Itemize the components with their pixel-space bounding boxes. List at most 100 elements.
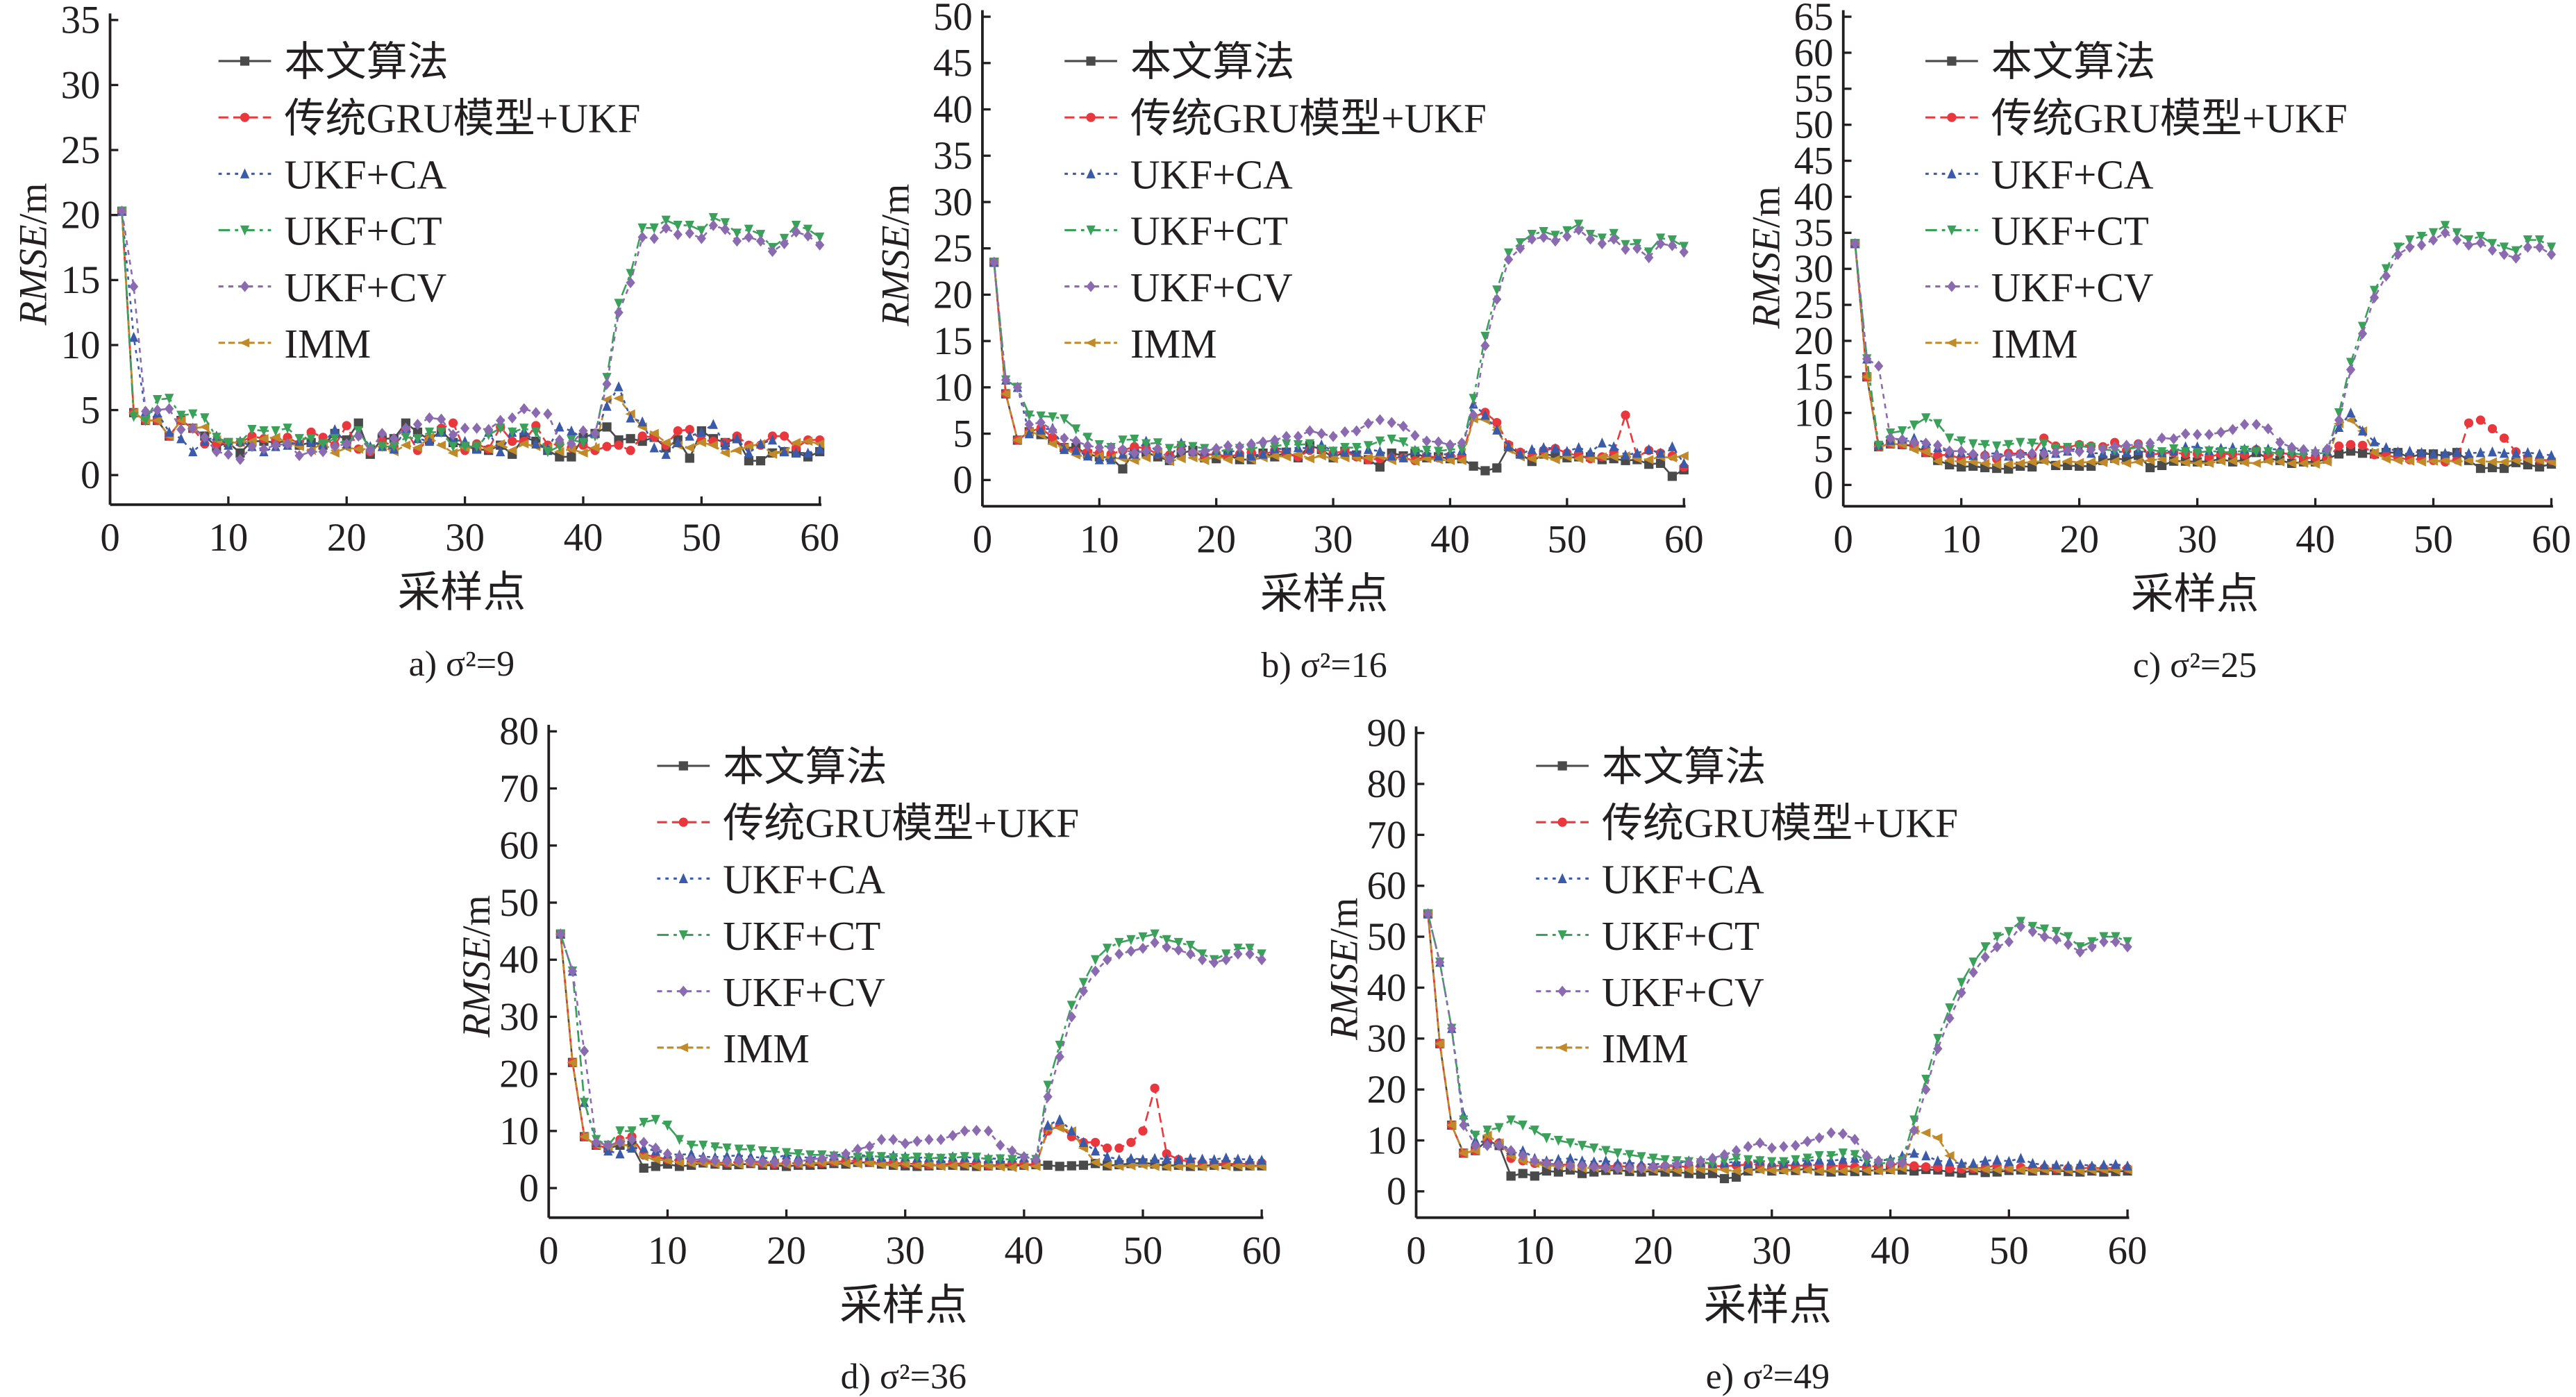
data-point-triangle-down-marker [732,228,742,239]
data-point-triangle-down-marker [995,1154,1005,1164]
data-point-diamond-marker [1258,436,1268,448]
data-point-triangle-down-marker [424,427,435,438]
data-point-triangle-down-marker [734,1144,744,1155]
data-point-diamond-marker [2452,234,2462,246]
data-point-diamond-marker [1527,233,1537,245]
legend-label: 传统GRU模型+UKF [1991,95,2348,141]
legend-diamond-marker [1557,985,1567,997]
data-point-triangle-up-marker [1632,447,1642,458]
data-point-diamond-marker [117,206,127,217]
data-point-diamond-marker [1459,1119,1469,1131]
data-point-diamond-marker [1363,417,1373,429]
data-point-triangle-left-marker [1695,1164,1705,1174]
data-point-triangle-left-marker [971,1162,982,1171]
series-本文算法 [1423,909,2132,1184]
data-point-triangle-up-marker [2511,447,2521,458]
legend-label: UKF+CT [1602,913,1759,959]
data-point-diamond-marker [1340,426,1350,437]
data-point-diamond-marker [2393,249,2403,260]
data-point-triangle-up-marker [1245,1154,1255,1164]
data-point-triangle-left-marker [1814,1166,1824,1176]
data-point-diamond-marker [2251,419,2261,430]
y-tick-label: 20 [61,194,101,237]
data-point-triangle-down-marker [602,373,612,383]
legend-label: 本文算法 [284,39,449,85]
y-tick-label: 60 [1367,864,1407,908]
data-point-diamond-marker [1422,435,1432,447]
data-point-diamond-marker [1060,433,1069,444]
data-point-diamond-marker [1398,420,1408,432]
data-point-triangle-up-marker [1504,441,1514,451]
series-本文算法 [117,206,825,466]
data-point-triangle-left-marker [899,1159,910,1169]
data-point-diamond-marker [2204,428,2214,440]
data-point-diamond-marker [424,412,435,424]
y-tick-label: 10 [1794,392,1834,435]
data-point-triangle-up-marker [626,412,635,423]
data-point-triangle-down-marker [1791,1155,1800,1166]
data-point-triangle-down-marker [2546,242,2557,253]
data-point-diamond-marker [330,440,340,453]
data-point-diamond-marker [342,438,351,450]
data-point-diamond-marker [710,1155,720,1166]
data-point-triangle-down-marker [2263,447,2273,458]
data-point-diamond-marker [1719,1148,1730,1161]
data-point-square-marker [2157,460,2167,471]
data-point-triangle-down-marker [1898,426,1907,437]
data-point-triangle-down-marker [436,427,446,438]
data-point-triangle-up-marker [673,437,683,448]
data-point-triangle-left-marker [1944,1151,1955,1161]
legend-label: 本文算法 [723,744,887,789]
data-point-triangle-up-marker [1210,1154,1219,1164]
data-point-triangle-left-marker [2203,458,2214,468]
x-tick-label: 0 [973,517,992,561]
y-tick-label: 10 [61,324,101,367]
data-point-triangle-up-marker [779,446,789,457]
data-point-triangle-left-marker [353,444,363,454]
data-point-triangle-left-marker [2180,458,2191,467]
data-point-triangle-down-marker [2157,447,2167,458]
series-传统GRU模型+UKF [1850,239,2557,467]
data-point-triangle-left-marker [2168,455,2179,465]
data-point-triangle-left-marker [1220,1162,1231,1171]
data-point-diamond-marker [853,1144,862,1155]
y-tick-label: 25 [61,128,101,172]
series-IMM [1422,909,2132,1176]
data-point-triangle-down-marker [1270,442,1280,453]
series-UKF+CA [117,206,825,459]
data-point-diamond-marker [1106,442,1116,453]
data-point-circle-marker [448,418,458,428]
data-point-triangle-down-marker [722,1143,732,1154]
data-point-diamond-marker [2381,270,2391,282]
data-point-triangle-down-marker [1036,411,1046,422]
x-tick-label: 10 [1941,517,1981,561]
data-point-triangle-down-marker [1305,439,1315,450]
data-point-triangle-left-marker [674,1157,685,1167]
data-point-diamond-marker [1589,1161,1599,1173]
data-point-triangle-down-marker [1565,1138,1575,1148]
data-point-diamond-marker [767,246,778,258]
data-point-diamond-marker [1707,1153,1718,1164]
y-tick-label: 60 [499,824,539,868]
y-tick-label: 25 [1794,283,1834,327]
data-point-triangle-left-marker [2463,455,2474,465]
data-point-diamond-marker [696,233,706,244]
series-UKF+CV [1423,908,2132,1174]
data-point-triangle-down-marker [1838,1148,1848,1159]
legend-label: UKF+CA [284,152,446,198]
data-point-diamond-marker [531,407,541,419]
data-point-diamond-marker [1672,1158,1682,1170]
data-point-triangle-down-marker [1071,424,1081,435]
data-point-triangle-left-marker [2286,458,2297,468]
data-point-triangle-down-marker [2404,235,2415,246]
legend-square-marker [240,56,250,66]
data-point-triangle-down-marker [1755,1156,1765,1166]
data-point-triangle-up-marker [2546,450,2557,460]
data-point-diamond-marker [2404,242,2415,253]
data-point-diamond-marker [460,422,470,434]
data-point-square-marker [1375,462,1385,472]
data-point-triangle-down-marker [924,1153,934,1164]
y-tick-label: 15 [1794,355,1834,399]
